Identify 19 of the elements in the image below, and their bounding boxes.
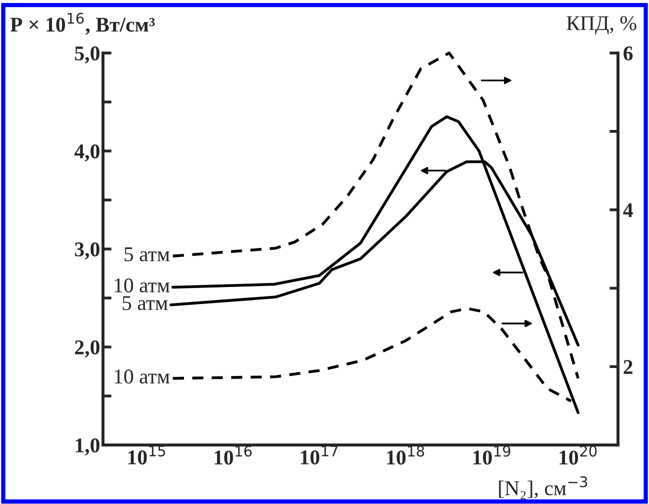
y-tick-label: 5,0 (75, 46, 100, 64)
x-axis-title: [N₂], см$^{−3}$ (499, 476, 588, 500)
y-tick-label: 3,0 (74, 242, 100, 260)
y-tick-label: 4,0 (74, 144, 100, 162)
y2-tick-label: 4 (623, 203, 633, 218)
y-tick-label: 1,0 (76, 438, 100, 456)
y2-tick-label: 2 (624, 360, 632, 374)
x-tick-label: 10$^{19}$ (473, 446, 510, 465)
series-label: 10 атм (114, 278, 170, 292)
x-tick-label: 10$^{16}$ (214, 446, 252, 465)
series-label: 5 атм (122, 296, 168, 310)
y2-axis-title: КПД, % (566, 16, 636, 34)
series-label: 5 атм (124, 247, 170, 262)
y2-tick-label: 6 (624, 46, 633, 60)
y-axis-title: P × 10$^{16}$, Вт/см³ (10, 12, 155, 35)
x-tick-label: 10$^{18}$ (387, 446, 424, 465)
y-tick-label: 2,0 (75, 340, 100, 358)
series-label: 10 атм (114, 370, 170, 384)
x-tick-label: 10$^{20}$ (560, 446, 597, 465)
